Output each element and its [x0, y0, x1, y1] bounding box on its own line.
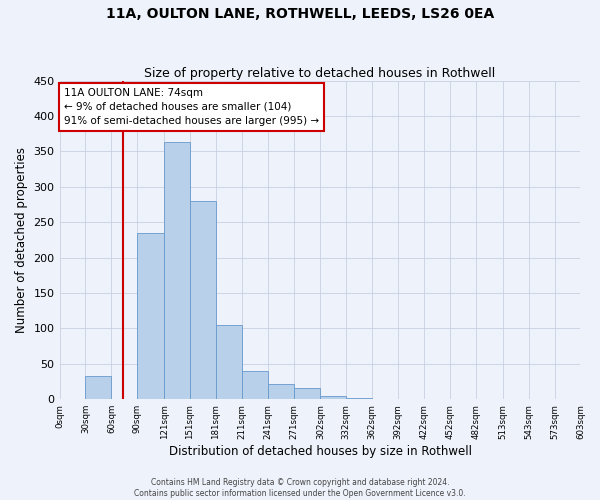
X-axis label: Distribution of detached houses by size in Rothwell: Distribution of detached houses by size … — [169, 444, 472, 458]
Bar — [137, 233, 164, 399]
Bar — [320, 396, 346, 399]
Bar — [85, 376, 112, 399]
Text: 11A, OULTON LANE, ROTHWELL, LEEDS, LS26 0EA: 11A, OULTON LANE, ROTHWELL, LEEDS, LS26 … — [106, 8, 494, 22]
Bar — [346, 398, 372, 399]
Text: 11A OULTON LANE: 74sqm
← 9% of detached houses are smaller (104)
91% of semi-det: 11A OULTON LANE: 74sqm ← 9% of detached … — [64, 88, 319, 126]
Bar — [242, 371, 268, 399]
Bar — [293, 388, 320, 399]
Bar — [190, 201, 216, 399]
Text: Contains HM Land Registry data © Crown copyright and database right 2024.
Contai: Contains HM Land Registry data © Crown c… — [134, 478, 466, 498]
Title: Size of property relative to detached houses in Rothwell: Size of property relative to detached ho… — [145, 66, 496, 80]
Bar — [216, 325, 242, 399]
Bar — [476, 398, 503, 399]
Y-axis label: Number of detached properties: Number of detached properties — [15, 147, 28, 333]
Bar — [164, 142, 190, 399]
Bar — [268, 384, 293, 399]
